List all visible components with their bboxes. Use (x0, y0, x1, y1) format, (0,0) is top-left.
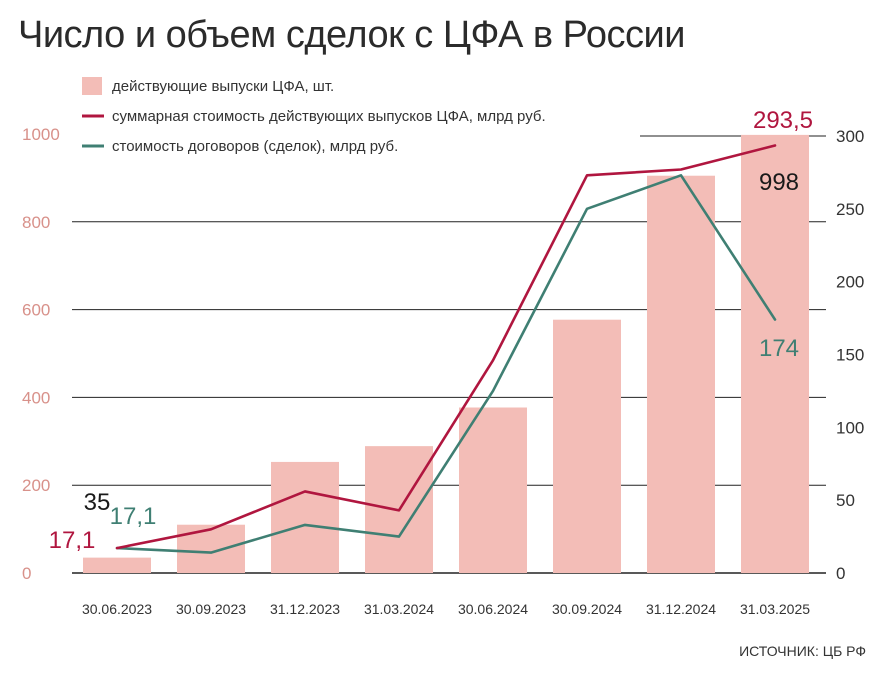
bar (741, 134, 809, 574)
x-tick-label: 30.06.2023 (82, 601, 152, 617)
axes: 0 200 400 600 800 1000 0 50 100 150 200 250 300 30.06… (22, 125, 864, 617)
y-left-tick-label: 0 (22, 564, 31, 583)
y-left-tick-label: 800 (22, 213, 50, 232)
bar (177, 524, 245, 573)
bar-series (83, 134, 809, 574)
y-right-tick-label: 300 (836, 127, 864, 146)
legend-item-total-label: суммарная стоимость действующих выпусков… (112, 108, 546, 125)
legend-item-bars-label: действующие выпуски ЦФА, шт. (112, 78, 334, 95)
y-right-tick-label: 150 (836, 346, 864, 365)
legend-item-deals-label: стоимость договоров (сделок), млрд руб. (112, 138, 398, 155)
bar (83, 557, 151, 573)
x-tick-label: 30.09.2023 (176, 601, 246, 617)
data-label: 998 (759, 169, 799, 196)
bar (553, 319, 621, 573)
x-tick-label: 30.06.2024 (458, 601, 528, 617)
line-deals-value (115, 174, 777, 554)
chart-title: Число и объем сделок с ЦФА в России (18, 14, 685, 56)
data-label: 174 (759, 335, 799, 362)
y-left-tick-label: 400 (22, 388, 50, 407)
bar (459, 407, 527, 573)
data-label: 17,1 (110, 503, 157, 530)
y-right-tick-label: 250 (836, 200, 864, 219)
bar (647, 175, 715, 573)
x-tick-label: 31.12.2023 (270, 601, 340, 617)
x-tick-label: 30.09.2024 (552, 601, 622, 617)
x-tick-label: 31.03.2025 (740, 601, 810, 617)
source-note: ИСТОЧНИК: ЦБ РФ (739, 643, 866, 659)
data-label: 293,5 (753, 107, 813, 134)
line-series (115, 144, 777, 554)
bar (271, 461, 339, 573)
legend-item-bars-swatch (82, 77, 102, 95)
y-right-tick-label: 0 (836, 564, 845, 583)
y-right-tick-label: 200 (836, 273, 864, 292)
y-right-tick-label: 50 (836, 491, 855, 510)
legend: действующие выпуски ЦФА, шт. суммарная ст… (82, 77, 546, 155)
data-label: 35 (84, 489, 111, 516)
line-total-issues-value (115, 144, 777, 550)
y-left-tick-label: 1000 (22, 125, 60, 144)
x-tick-label: 31.03.2024 (364, 601, 434, 617)
x-tick-label: 31.12.2024 (646, 601, 716, 617)
y-right-tick-label: 100 (836, 418, 864, 437)
data-label: 17,1 (49, 527, 96, 554)
y-left-tick-label: 600 (22, 301, 50, 320)
y-left-tick-label: 200 (22, 476, 50, 495)
